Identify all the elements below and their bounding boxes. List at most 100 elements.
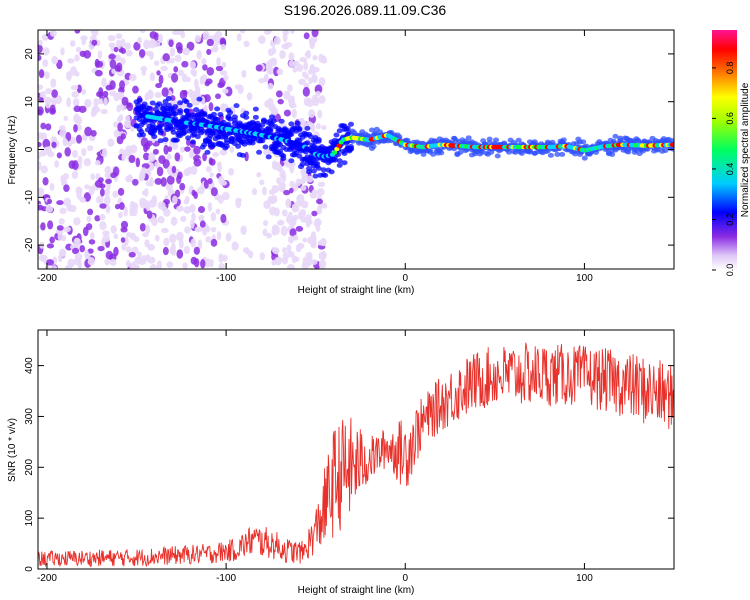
colorbar-label: Normalized spectral amplitude (740, 82, 750, 217)
heatmap-cell (331, 157, 338, 163)
heatmap-cell (190, 238, 197, 248)
heatmap-cell (252, 106, 259, 112)
heatmap-cell (130, 202, 139, 211)
heatmap-cell (308, 109, 315, 118)
heatmap-cell (115, 39, 122, 50)
heatmap-cell (287, 84, 293, 92)
heatmap-cell (193, 107, 200, 113)
heatmap-cell (255, 64, 263, 72)
heatmap-cell (186, 138, 191, 146)
heatmap-cell (173, 66, 179, 73)
snr-ticks: -200 -100 0 100 0 100 200 300 400 (24, 330, 674, 584)
heatmap-cell (336, 158, 343, 164)
heatmap-cell (73, 113, 80, 124)
heatmap-cell (301, 200, 309, 209)
heatmap-cell (212, 43, 219, 53)
heatmap-cell (147, 256, 156, 264)
heatmap-cell (344, 125, 351, 131)
heatmap-cell (123, 148, 131, 156)
heatmap-cell (262, 228, 268, 237)
heatmap-cell (71, 91, 80, 98)
heatmap-cell (128, 154, 136, 164)
heatmap-cell (178, 238, 184, 249)
heatmap-cell (139, 201, 147, 209)
heatmap-cell (216, 57, 221, 67)
heatmap-cell (169, 57, 175, 64)
heatmap-cell (305, 175, 314, 183)
heatmap-cell (302, 237, 308, 243)
heatmap-cell (127, 174, 133, 182)
heatmap-cell (218, 175, 225, 185)
heatmap-cell (465, 135, 472, 141)
heatmap-cell (157, 138, 164, 144)
heatmap-cell (580, 139, 587, 145)
heatmap-cell (217, 112, 224, 118)
heatmap-cell (56, 200, 64, 206)
heatmap-cell (114, 54, 122, 62)
heatmap-cell (190, 165, 198, 175)
heatmap-cell (179, 146, 186, 153)
heatmap-cell (322, 172, 329, 178)
heatmap-cell (205, 78, 213, 85)
heatmap-cell (84, 126, 93, 137)
heatmap-marks (38, 30, 674, 269)
heatmap-cell (438, 150, 445, 156)
heatmap-cell (138, 48, 146, 58)
heatmap-cell (184, 196, 190, 203)
heatmap-cell (173, 137, 180, 143)
heatmap-cell (295, 244, 302, 253)
heatmap-cell (187, 88, 194, 98)
heatmap-cell (176, 175, 182, 184)
colorbar-tick-label: 0.4 (725, 163, 735, 176)
heatmap-cell (133, 41, 141, 51)
heatmap-cell (494, 153, 501, 159)
heatmap-cell (54, 160, 60, 168)
heatmap-cell (245, 249, 251, 255)
heatmap-cell (59, 249, 67, 257)
heatmap-cell (302, 86, 310, 97)
heatmap-cell (307, 133, 314, 139)
heatmap-cell (142, 232, 149, 238)
heatmap-cell (194, 86, 201, 95)
heatmap-cell (185, 112, 192, 118)
heatmap-cell (38, 84, 44, 90)
heatmap-cell (40, 222, 46, 231)
heatmap-cell (158, 155, 166, 164)
heatmap-cell (261, 186, 267, 196)
heatmap-cell (309, 39, 316, 50)
heatmap-cell (222, 254, 228, 262)
heatmap-cell (236, 33, 242, 42)
heatmap-cell (91, 30, 99, 37)
heatmap-cell (149, 176, 154, 187)
heatmap-cell (237, 84, 244, 95)
figure-title: S196.2026.089.11.09.C36 (284, 2, 447, 18)
heatmap-cell (50, 78, 57, 88)
heatmap-cell (149, 263, 158, 269)
heatmap-cell (547, 152, 554, 158)
heatmap-cell (265, 154, 272, 160)
heatmap-cell (133, 236, 140, 243)
heatmap-cell (56, 152, 62, 159)
heatmap-cell (287, 264, 295, 269)
heatmap-cell (223, 74, 229, 82)
heatmap-cell (201, 111, 208, 117)
heatmap-cell (54, 94, 63, 105)
heatmap-cell (112, 190, 119, 198)
heatmap-cell (99, 221, 107, 231)
heatmap-cell (83, 158, 92, 167)
heatmap-cell (175, 42, 183, 51)
heatmap-cell (215, 93, 221, 100)
heatmap-cell (162, 246, 169, 256)
heatmap-cell (109, 258, 117, 267)
heatmap-cell (107, 138, 115, 147)
heatmap-cell (280, 225, 288, 236)
heatmap-cell (120, 133, 126, 140)
heatmap-cell (136, 97, 143, 103)
heatmap-cell (97, 245, 105, 252)
heatmap-cell (271, 246, 277, 253)
heatmap-cell (188, 150, 194, 159)
spectrogram-ylabel: Frequency (Hz) (7, 116, 18, 185)
x-tick-label: -100 (216, 573, 236, 584)
heatmap-cell (162, 137, 169, 143)
